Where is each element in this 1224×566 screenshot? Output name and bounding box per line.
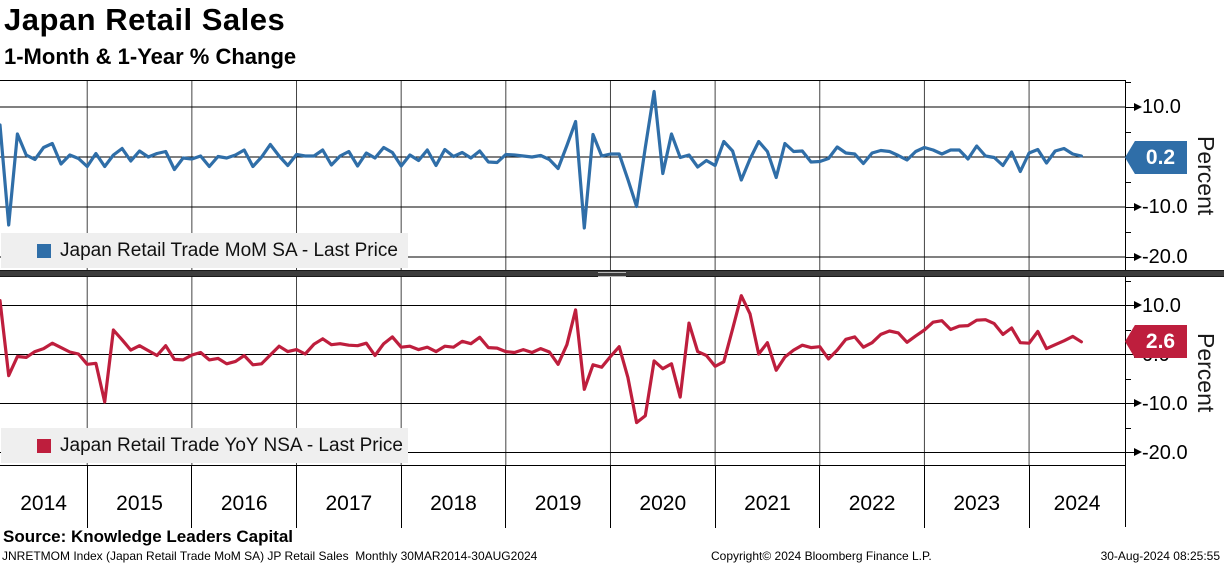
y-minor-tick (1125, 231, 1131, 233)
year-divider (819, 466, 821, 528)
legend-label-mom: Japan Retail Trade MoM SA - Last Price (60, 239, 398, 261)
year-label: 2015 (116, 492, 163, 515)
year-divider (923, 466, 925, 528)
footer-ticker-info: JNRETMOM Index (Japan Retail Trade MoM S… (2, 549, 538, 563)
plot-top-border (0, 80, 1125, 81)
y-minor-tick (1125, 329, 1131, 331)
y-major-tick (1125, 448, 1142, 456)
y-major-tick (1125, 301, 1142, 309)
y-tick-label: -20.0 (1142, 441, 1188, 464)
last-price-badge-yoy: 2.6 (1125, 325, 1187, 358)
year-divider (191, 466, 193, 528)
y-minor-tick (1125, 378, 1131, 380)
y-tick-label: -10.0 (1142, 392, 1188, 415)
y-tick-label: -10.0 (1142, 196, 1188, 218)
y-minor-tick (1125, 427, 1131, 429)
year-divider (714, 466, 716, 528)
y-axis-line (1125, 80, 1126, 527)
year-divider (1028, 466, 1030, 528)
year-label: 2017 (325, 492, 373, 515)
y-major-tick (1125, 202, 1142, 211)
legend-swatch-yoy-icon (37, 438, 51, 453)
year-divider (86, 466, 88, 528)
y-axis-label-mom: Percent (1193, 136, 1219, 216)
source-line: Source: Knowledge Leaders Capital (3, 527, 294, 546)
y-minor-tick (1125, 181, 1131, 183)
chart-title: Japan Retail Sales (4, 2, 286, 37)
y-tick-label: 10.0 (1142, 294, 1181, 317)
legend-mom[interactable]: Japan Retail Trade MoM SA - Last Price (1, 233, 408, 268)
y-tick-label: 10.0 (1142, 96, 1181, 118)
year-label: 2024 (1053, 492, 1101, 515)
year-label: 2020 (639, 492, 687, 515)
year-label: 2014 (20, 492, 67, 515)
year-divider (505, 466, 507, 528)
year-label: 2018 (430, 492, 477, 515)
panel-divider[interactable] (0, 270, 1224, 277)
y-major-tick (1125, 399, 1142, 407)
y-major-tick (1125, 252, 1142, 261)
y-axis-label-yoy: Percent (1193, 333, 1219, 413)
year-divider (609, 466, 611, 528)
plot-area-mom (0, 80, 1125, 270)
legend-label-yoy: Japan Retail Trade YoY NSA - Last Price (60, 434, 403, 456)
year-divider (296, 466, 297, 528)
chart-subtitle: 1-Month & 1-Year % Change (4, 44, 297, 69)
y-tick-label: -20.0 (1142, 246, 1188, 268)
panel-mom: Japan Retail Trade MoM SA - Last Price (0, 80, 1125, 270)
year-label: 2019 (534, 492, 582, 515)
divider-grip-icon (598, 272, 626, 277)
legend-swatch-mom-icon (37, 243, 51, 258)
year-label: 2022 (848, 492, 896, 515)
plot-area-yoy (0, 277, 1125, 465)
panel-yoy: Japan Retail Trade YoY NSA - Last Price (0, 277, 1125, 465)
legend-yoy[interactable]: Japan Retail Trade YoY NSA - Last Price (1, 428, 408, 463)
year-label: 2021 (744, 492, 791, 515)
y-major-tick (1125, 102, 1142, 111)
footer-timestamp: 30-Aug-2024 08:25:55 (1100, 549, 1220, 563)
last-price-badge-mom: 0.2 (1125, 141, 1187, 174)
year-divider (400, 466, 402, 528)
y-minor-tick (1125, 131, 1131, 133)
x-axis: 2014 2015 2016 2017 2018 2019 2020 2021 2022 2023… (0, 465, 1125, 528)
footer-copyright: Copyright© 2024 Bloomberg Finance L.P. (711, 549, 932, 563)
y-minor-tick (1125, 81, 1131, 83)
year-label: 2016 (220, 492, 268, 515)
year-label: 2023 (953, 492, 1001, 515)
y-minor-tick (1125, 280, 1131, 282)
